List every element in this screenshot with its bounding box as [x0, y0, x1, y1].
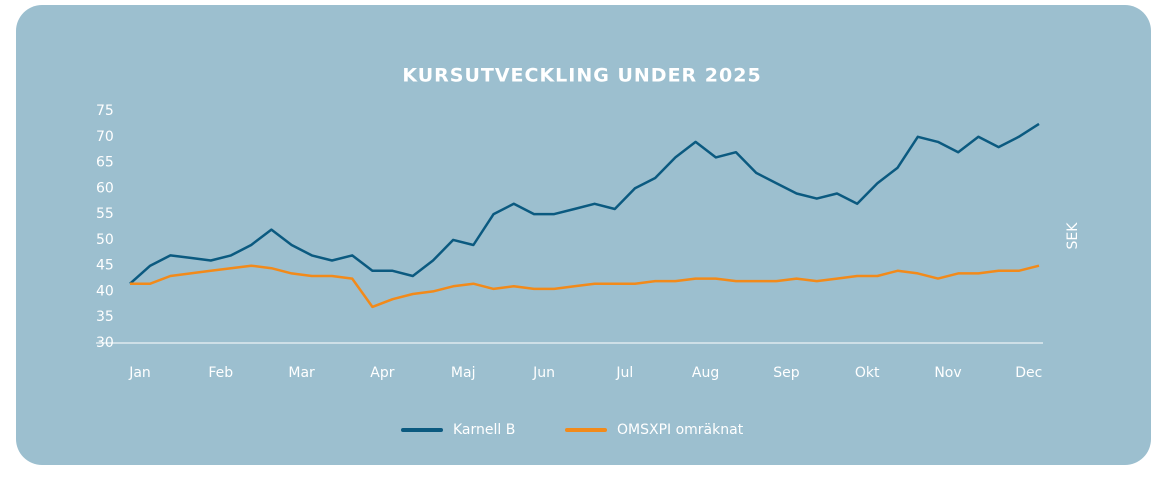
x-tick-label: Nov — [934, 365, 961, 381]
x-tick-label: Apr — [370, 365, 394, 381]
y-tick-label: 35 — [96, 309, 114, 325]
x-tick-label: Okt — [855, 365, 880, 381]
x-tick-label: Mar — [288, 365, 315, 381]
y-tick-label: 75 — [96, 103, 114, 119]
x-tick-label: Sep — [773, 365, 800, 381]
legend-label: OMSXPI omräknat — [617, 422, 744, 438]
x-tick-label: Jun — [532, 365, 555, 381]
chart-title: KURSUTVECKLING UNDER 2025 — [402, 65, 761, 87]
y-tick-label: 55 — [96, 206, 114, 222]
x-tick-label: Dec — [1015, 365, 1042, 381]
legend-label: Karnell B — [453, 422, 515, 438]
x-tick-label: Maj — [451, 365, 476, 381]
x-tick-label: Jan — [128, 365, 151, 381]
x-tick-label: Jul — [615, 365, 633, 381]
series-line — [129, 122, 1040, 285]
x-tick-label: Aug — [692, 365, 719, 381]
y-tick-label: 65 — [96, 155, 114, 171]
panel — [16, 5, 1151, 465]
y-tick-label: 60 — [96, 180, 114, 196]
y-tick-label: 40 — [96, 283, 114, 299]
x-tick-label: Feb — [208, 365, 233, 381]
y-tick-label: 45 — [96, 258, 114, 274]
series-line — [130, 264, 1040, 309]
y-tick-label: 50 — [96, 232, 114, 248]
y-tick-label: 70 — [96, 129, 114, 145]
y-axis-label: SEK — [1065, 222, 1081, 250]
